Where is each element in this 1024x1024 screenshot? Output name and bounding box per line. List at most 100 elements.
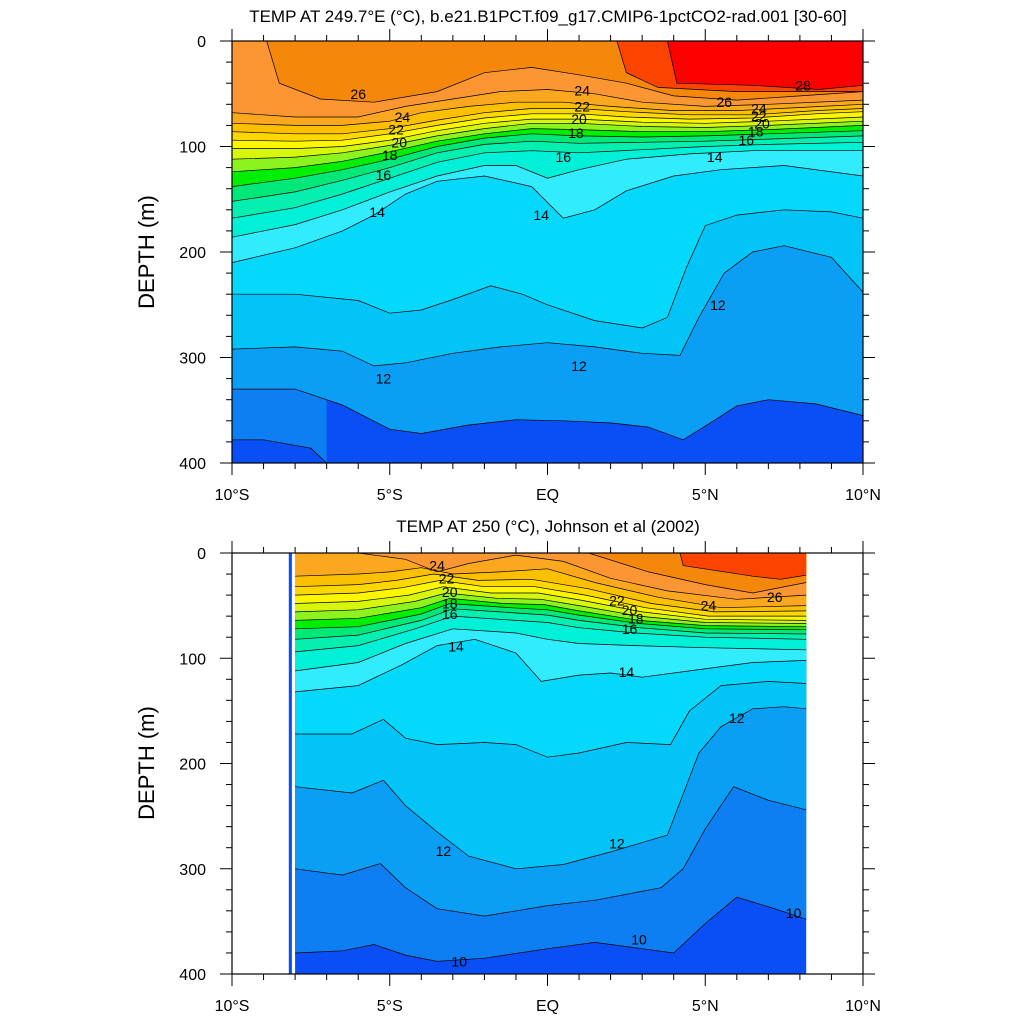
contour-label: 14 <box>533 207 549 223</box>
isotherm-line <box>232 116 863 149</box>
x-tick-label: EQ <box>536 998 559 1015</box>
isotherm-line <box>295 567 807 609</box>
contour-label: 12 <box>710 297 726 313</box>
contour-label: 14 <box>448 639 464 655</box>
x-tick-label: 10°N <box>845 487 881 504</box>
x-tick-label: 10°S <box>215 487 250 504</box>
bottom-panel-axes: 10°S 5°S EQ 5°N 10°N 0 100 200 300 400 <box>179 541 881 1015</box>
bottom-panel-ylabel: DEPTH (m) <box>134 706 159 820</box>
isotherm-line <box>232 101 863 126</box>
top-panel-axes: 10°S 5°S EQ 5°N 10°N 0 100 200 300 400 <box>179 29 881 504</box>
x-tick-label: 5°N <box>692 487 719 504</box>
isotherm-line <box>295 615 807 653</box>
isotherm-line <box>295 608 807 640</box>
contour-label: 18 <box>382 147 398 163</box>
contour-label: 18 <box>568 125 584 141</box>
y-tick-label: 400 <box>179 967 206 984</box>
x-tick-label: 10°S <box>215 998 250 1015</box>
y-tick-label: 100 <box>179 651 206 668</box>
contour-label: 12 <box>436 843 452 859</box>
contour-label: 16 <box>556 149 572 165</box>
contour-label: 24 <box>751 101 767 117</box>
isotherm-line <box>295 786 807 917</box>
contour-label: 28 <box>795 77 811 93</box>
isotherm-line <box>295 580 807 617</box>
contour-label: 20 <box>622 602 638 618</box>
isotherm-line <box>232 125 863 173</box>
x-tick-label: 5°S <box>377 998 403 1015</box>
contour-label: 22 <box>751 108 767 124</box>
isotherm-line <box>266 41 863 103</box>
bottom-panel: TEMP AT 250 (°C), Johnson et al (2002) D… <box>134 517 881 1015</box>
x-tick-label: 5°S <box>377 487 403 504</box>
contour-label: 20 <box>571 111 587 127</box>
isotherm-line <box>588 553 807 594</box>
isotherm-line <box>232 245 863 367</box>
y-tick-label: 300 <box>179 351 206 368</box>
isotherm-line <box>232 165 863 263</box>
isotherm-line <box>232 141 863 219</box>
isotherm-line <box>295 706 807 870</box>
contour-label: 20 <box>391 134 407 150</box>
contour-label: 22 <box>609 592 625 608</box>
isotherm-line <box>295 597 807 628</box>
contour-label: 24 <box>701 598 717 614</box>
contour-label: 12 <box>609 836 625 852</box>
isotherm-line <box>232 120 863 160</box>
isotherm-line <box>667 41 863 90</box>
contour-label: 16 <box>622 621 638 637</box>
bottom-panel-title: TEMP AT 250 (°C), Johnson et al (2002) <box>396 517 700 536</box>
y-tick-label: 100 <box>179 140 206 157</box>
x-tick-label: 5°N <box>692 998 719 1015</box>
temperature-band <box>288 553 292 974</box>
contour-label: 26 <box>767 589 783 605</box>
isotherm-line <box>295 628 807 672</box>
contour-label: 20 <box>442 584 458 600</box>
contour-label: 20 <box>754 115 770 131</box>
contour-label: 12 <box>571 358 587 374</box>
x-tick-label: 10°N <box>845 998 881 1015</box>
temperature-band <box>680 553 807 580</box>
y-tick-label: 400 <box>179 456 206 473</box>
isotherm-line <box>232 111 863 142</box>
top-panel-ylabel: DEPTH (m) <box>134 195 159 309</box>
isotherm-line <box>358 553 807 600</box>
contour-label: 16 <box>739 132 755 148</box>
contour-label: 24 <box>395 109 411 125</box>
contour-label: 18 <box>442 596 458 612</box>
isotherm-line <box>232 108 863 135</box>
contour-label: 18 <box>748 124 764 140</box>
top-panel: TEMP AT 249.7°E (°C), b.e21.B1PCT.f09_g1… <box>134 7 881 504</box>
contour-label: 22 <box>388 122 404 138</box>
isotherm-line <box>232 150 863 238</box>
contour-label: 12 <box>729 710 745 726</box>
temperature-band <box>667 41 863 90</box>
contour-label: 10 <box>451 953 467 969</box>
x-tick-label: EQ <box>536 487 559 504</box>
isotherm-line <box>295 592 807 624</box>
contour-label: 10 <box>786 905 802 921</box>
contour-label: 14 <box>707 149 723 165</box>
contour-label: 24 <box>574 83 590 99</box>
isotherm-line <box>679 553 807 580</box>
isotherm-line <box>295 896 807 962</box>
isotherm-line <box>295 638 807 693</box>
contour-label: 10 <box>631 931 647 947</box>
contour-label: 12 <box>376 371 392 387</box>
y-tick-label: 200 <box>179 757 206 774</box>
isotherm-line <box>295 603 807 631</box>
isotherm-line <box>616 41 863 92</box>
contour-label: 22 <box>439 570 455 586</box>
top-panel-title: TEMP AT 249.7°E (°C), b.e21.B1PCT.f09_g1… <box>249 7 847 26</box>
y-tick-label: 300 <box>179 862 206 879</box>
contour-label: 26 <box>350 86 366 102</box>
contour-label: 14 <box>619 664 635 680</box>
y-tick-label: 200 <box>179 245 206 262</box>
y-tick-label: 0 <box>197 34 206 51</box>
isotherm-line <box>232 135 863 202</box>
contour-label: 24 <box>429 558 445 574</box>
contour-label: 16 <box>376 167 392 183</box>
